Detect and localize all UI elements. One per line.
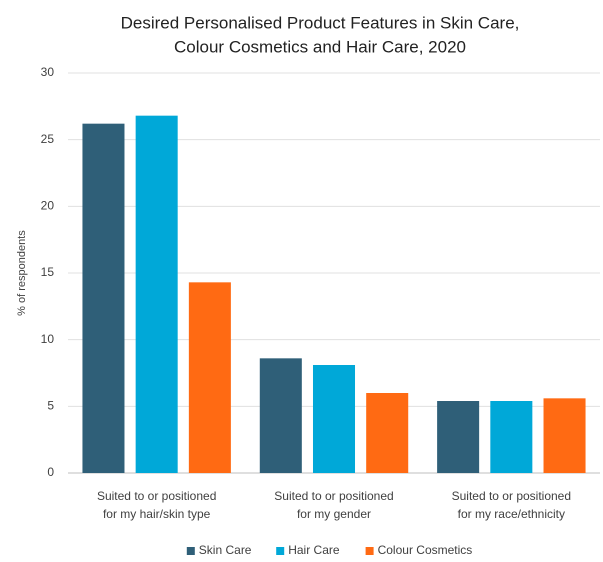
- bar: [82, 123, 125, 474]
- y-tick-label: 10: [41, 332, 55, 346]
- bar: [312, 365, 356, 473]
- bar: [259, 358, 302, 473]
- x-tick-label: for my race/ethnicity: [458, 507, 565, 521]
- legend-label: Skin Care: [199, 543, 252, 557]
- x-tick-label: Suited to or positioned: [274, 489, 393, 503]
- legend-swatch: [276, 547, 285, 555]
- bar: [437, 401, 480, 473]
- y-tick-label: 5: [47, 399, 54, 413]
- legend-swatch: [186, 547, 195, 555]
- y-tick-label: 30: [41, 65, 55, 79]
- chart-title: Desired Personalised Product Features in…: [121, 13, 520, 32]
- legend-label: Hair Care: [288, 543, 340, 557]
- y-axis-label: % of respondents: [16, 230, 28, 316]
- y-tick-label: 15: [41, 265, 55, 279]
- bar: [490, 401, 533, 473]
- y-tick-label: 0: [47, 465, 54, 479]
- y-tick-label: 20: [41, 199, 55, 213]
- legend-label: Colour Cosmetics: [378, 543, 473, 557]
- bar: [188, 282, 231, 473]
- bar: [366, 393, 409, 473]
- x-tick-label: for my gender: [297, 507, 371, 521]
- chart-title: Colour Cosmetics and Hair Care, 2020: [174, 37, 466, 56]
- x-tick-label: for my hair/skin type: [103, 507, 211, 521]
- x-tick-label: Suited to or positioned: [452, 489, 571, 503]
- x-tick-label: Suited to or positioned: [97, 489, 216, 503]
- y-tick-label: 25: [41, 132, 55, 146]
- legend-swatch: [365, 547, 374, 555]
- bar: [543, 398, 586, 473]
- bar: [135, 115, 178, 474]
